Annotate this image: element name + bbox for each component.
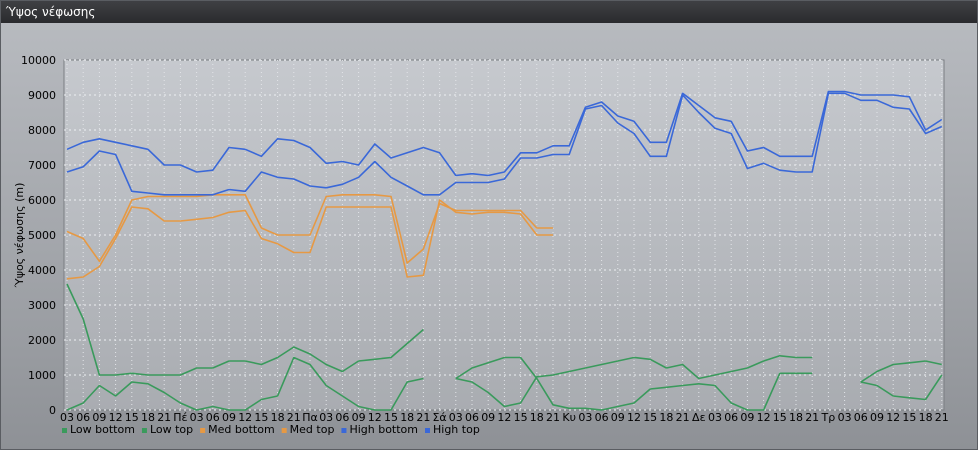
y-tick-label: 3000 xyxy=(28,299,56,312)
legend-entry: High top xyxy=(433,423,480,436)
x-tick-label: 15 xyxy=(773,411,787,424)
grid-lines xyxy=(64,59,944,411)
series-lines xyxy=(66,90,943,411)
y-tick-label: 9000 xyxy=(28,89,56,102)
x-tick-label: 15 xyxy=(125,411,139,424)
x-tick-label: Πέ xyxy=(173,411,187,424)
y-tick-label: 8000 xyxy=(28,124,56,137)
series-line-0 xyxy=(66,283,943,408)
x-tick-label: 03 xyxy=(838,411,852,424)
x-tick-label: 03 xyxy=(319,411,333,424)
x-tick-label: 12 xyxy=(368,411,382,424)
x-tick-label: 03 xyxy=(449,411,463,424)
x-tick-label: 09 xyxy=(222,411,236,424)
y-tick-label: 6000 xyxy=(28,194,56,207)
series-line-2 xyxy=(66,199,553,280)
y-axis: 0 1000 2000 3000 4000 5000 6000 7000 8000 9000 100… xyxy=(21,54,56,417)
x-tick-label: 18 xyxy=(400,411,414,424)
x-tick-label: Δε xyxy=(692,411,706,424)
series-line-3 xyxy=(66,194,553,264)
x-tick-label: 18 xyxy=(271,411,285,424)
x-tick-label: 12 xyxy=(109,411,123,424)
x-tick-label: 21 xyxy=(546,411,560,424)
x-tick-label: 18 xyxy=(530,411,544,424)
x-tick-label: 09 xyxy=(481,411,495,424)
x-tick-label: 09 xyxy=(352,411,366,424)
x-tick-label: 18 xyxy=(789,411,803,424)
x-tick-label: 09 xyxy=(92,411,106,424)
x-tick-label: 18 xyxy=(919,411,933,424)
x-tick-label: 12 xyxy=(238,411,252,424)
y-tick-label: 0 xyxy=(49,404,56,417)
legend-entry: Low top xyxy=(150,423,193,436)
x-tick-label: 12 xyxy=(497,411,511,424)
x-tick-label: 12 xyxy=(757,411,771,424)
legend-swatch xyxy=(281,428,287,433)
window-title: Ύψος νέφωσης xyxy=(1,1,977,23)
series-line-1 xyxy=(66,356,942,411)
legend-swatch xyxy=(62,428,67,433)
x-tick-label: 18 xyxy=(659,411,673,424)
x-tick-label: 21 xyxy=(676,411,690,424)
x-tick-label: 06 xyxy=(595,411,609,424)
x-tick-label: Τρ xyxy=(821,411,836,424)
legend-swatch xyxy=(141,428,147,433)
y-axis-label: Ύψος νέφωσης (m) xyxy=(13,183,26,289)
x-tick-label: Σά xyxy=(432,411,446,424)
x-tick-label: 21 xyxy=(416,411,430,424)
x-tick-label: 21 xyxy=(935,411,949,424)
x-tick-label: Πα xyxy=(302,411,318,424)
x-tick-label: 09 xyxy=(611,411,625,424)
x-tick-label: 06 xyxy=(854,411,868,424)
y-tick-label: 4000 xyxy=(28,264,56,277)
legend-entry: High bottom xyxy=(349,423,418,436)
x-tick-label: 15 xyxy=(254,411,268,424)
series-line-5 xyxy=(66,90,943,177)
legend: Low bottom Low top Med bottom Med top High b… xyxy=(62,423,480,436)
series-line-4 xyxy=(66,92,943,196)
x-tick-label: 15 xyxy=(643,411,657,424)
x-tick-label: 03 xyxy=(578,411,592,424)
x-tick-label: 03 xyxy=(190,411,204,424)
x-tick-label: 21 xyxy=(157,411,171,424)
y-tick-label: 1000 xyxy=(28,369,56,382)
legend-entry: Med bottom xyxy=(208,423,275,436)
y-tick-label: 5000 xyxy=(28,229,56,242)
x-tick-label: 09 xyxy=(740,411,754,424)
legend-swatch xyxy=(200,428,206,433)
x-tick-label: 03 xyxy=(708,411,722,424)
x-tick-label: 06 xyxy=(206,411,220,424)
legend-swatch xyxy=(341,428,347,433)
legend-entry: Low bottom xyxy=(70,423,135,436)
x-tick-label: 06 xyxy=(465,411,479,424)
x-tick-label: 06 xyxy=(335,411,349,424)
y-tick-label: 10000 xyxy=(21,54,56,67)
legend-entry: Med top xyxy=(290,423,335,436)
x-tick-label: 09 xyxy=(870,411,884,424)
y-tick-label: 7000 xyxy=(28,159,56,172)
x-tick-label: 21 xyxy=(287,411,301,424)
y-tick-label: 2000 xyxy=(28,334,56,347)
x-axis: 03 06 09 12 15 18 21 Πέ 03 06 09 12 15 18 21 Πα 03 06 09 12… xyxy=(60,411,949,424)
x-tick-label: 15 xyxy=(902,411,916,424)
x-tick-label: 12 xyxy=(886,411,900,424)
x-tick-label: 21 xyxy=(805,411,819,424)
x-tick-label: 03 xyxy=(60,411,74,424)
x-tick-label: 06 xyxy=(76,411,90,424)
x-tick-label: 06 xyxy=(724,411,738,424)
x-tick-label: Κυ xyxy=(562,411,576,424)
x-tick-label: 12 xyxy=(627,411,641,424)
x-tick-label: 18 xyxy=(141,411,155,424)
x-tick-label: 15 xyxy=(514,411,528,424)
legend-swatch xyxy=(425,428,430,433)
x-tick-label: 15 xyxy=(384,411,398,424)
